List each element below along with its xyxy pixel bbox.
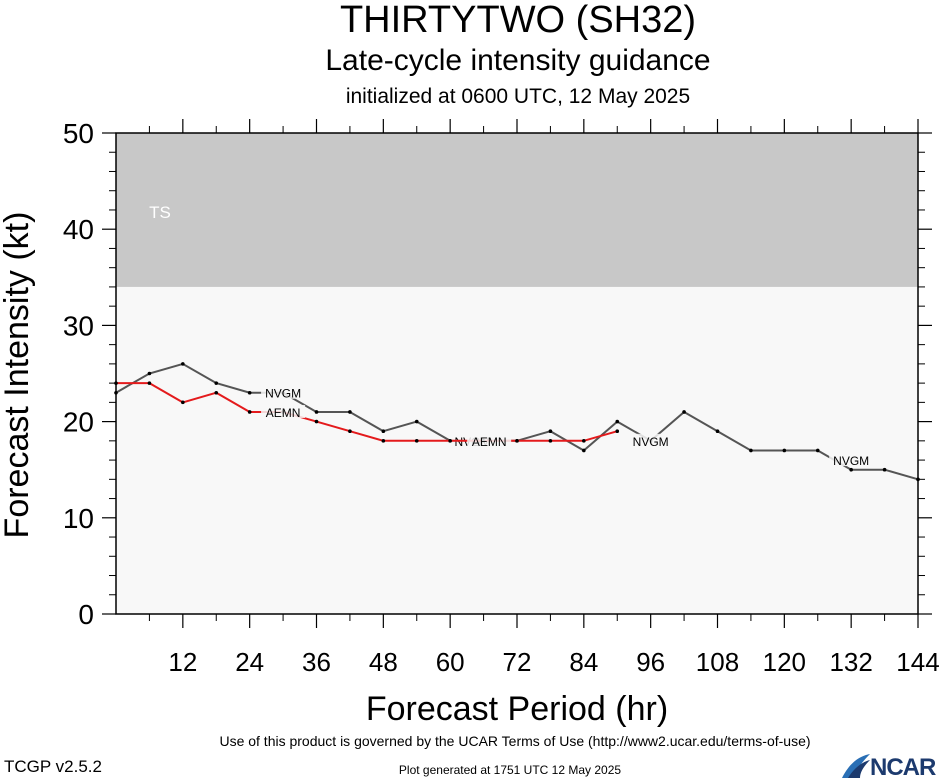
x-tick-label: 36	[302, 647, 331, 677]
x-tick-label: 24	[235, 647, 264, 677]
y-tick-label: 30	[63, 310, 94, 341]
data-point-nvgm	[682, 410, 686, 414]
data-point-nvgm	[314, 410, 319, 414]
series-label-bg-nvgm	[628, 433, 673, 447]
x-tick-label: 84	[569, 647, 598, 677]
series-label-nvgm: NVGM	[833, 454, 869, 468]
series-lines: NVGMNVGMNVGMNVGMAEMNAEMN	[114, 362, 920, 482]
data-point-aemn	[615, 429, 620, 434]
data-point-nvgm	[181, 362, 185, 366]
x-axis-label: Forecast Period (hr)	[366, 690, 668, 728]
chart-title: THIRTYTWO (SH32)	[339, 0, 697, 41]
data-point-aemn	[348, 429, 352, 434]
chart-axes: 0 10 20 30 40 50 12 24 36 48 60 72 84 96 108 120 132 144	[63, 118, 940, 677]
data-point-nvgm	[815, 448, 820, 453]
data-point-aemn	[448, 439, 452, 443]
x-tick-label: 132	[829, 647, 872, 677]
initialization-time: initialized at 0600 UTC, 12 May 2025	[345, 85, 691, 108]
data-point-nvgm	[782, 448, 787, 453]
chart-subtitle: Late-cycle intensity guidance	[325, 44, 711, 77]
x-tick-label: 12	[168, 647, 197, 677]
y-tick-label: 10	[63, 503, 94, 534]
data-point-aemn	[247, 410, 252, 414]
y-axis-label: Forecast Intensity (kt)	[0, 212, 36, 539]
terms-of-use-notice: Use of this product is governed by the U…	[219, 733, 811, 749]
data-point-aemn	[582, 439, 586, 443]
data-point-nvgm	[548, 429, 553, 434]
data-point-aemn	[147, 381, 152, 385]
product-version: TCGP v2.5.2	[4, 757, 102, 776]
data-point-aemn	[548, 439, 553, 443]
series-line-aemn	[116, 382, 618, 442]
y-tick-label: 50	[63, 118, 94, 149]
data-point-aemn	[381, 439, 386, 443]
generation-time: Plot generated at 1751 UTC 12 May 2025	[398, 763, 622, 777]
data-point-nvgm	[849, 467, 853, 472]
series-label-bg-nvgm	[261, 385, 306, 399]
data-point-nvgm	[749, 448, 753, 453]
x-tick-label: 72	[503, 647, 532, 677]
series-label-aemn: AEMN	[472, 435, 507, 449]
series-label-bg-aemn	[261, 404, 306, 418]
y-tick-label: 20	[63, 407, 94, 438]
data-point-nvgm	[882, 467, 887, 472]
data-point-nvgm	[247, 390, 252, 395]
band-label-ts: TS	[149, 203, 171, 222]
series-label-nvgm: NVGM	[633, 435, 669, 449]
data-point-aemn	[214, 390, 219, 395]
band-ts	[116, 133, 918, 287]
intensity-bands: TS	[116, 133, 918, 287]
data-point-nvgm	[715, 429, 720, 434]
x-tick-label: 48	[369, 647, 398, 677]
y-tick-label: 40	[63, 214, 94, 245]
ncar-logo-mark-icon	[842, 754, 870, 778]
series-label-bg-aemn	[467, 433, 512, 447]
data-point-nvgm	[414, 419, 419, 424]
ncar-logo: NCAR	[838, 752, 940, 781]
series-label-bg-nvgm	[829, 453, 874, 467]
data-point-aemn	[414, 439, 419, 443]
data-point-nvgm	[147, 371, 152, 376]
series-label-aemn: AEMN	[266, 406, 301, 420]
x-tick-label: 96	[636, 647, 665, 677]
x-tick-label: 120	[763, 647, 806, 677]
data-point-aemn	[515, 439, 519, 443]
data-point-nvgm	[582, 448, 586, 453]
data-point-nvgm	[348, 410, 352, 414]
data-point-nvgm	[214, 381, 219, 385]
y-tick-label: 0	[78, 599, 94, 630]
series-label-nvgm: NVGM	[265, 387, 301, 401]
data-point-nvgm	[381, 429, 386, 434]
ncar-logo-text: NCAR	[870, 754, 936, 781]
x-tick-label: 60	[436, 647, 465, 677]
data-point-aemn	[181, 400, 185, 405]
x-tick-label: 144	[896, 647, 939, 677]
x-tick-label: 108	[696, 647, 739, 677]
data-point-nvgm	[615, 419, 620, 424]
data-point-aemn	[314, 419, 319, 424]
